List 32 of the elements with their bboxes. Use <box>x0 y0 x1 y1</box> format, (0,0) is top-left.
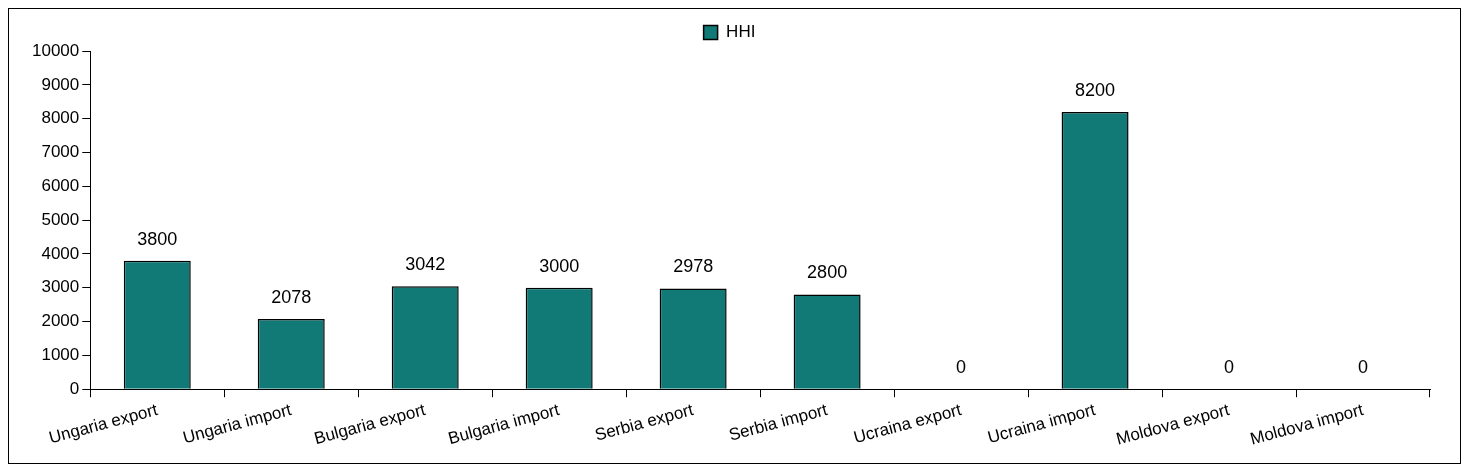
data-label: 2078 <box>271 286 312 307</box>
y-tick-label: 8000 <box>41 108 80 128</box>
data-label: 3000 <box>539 255 580 276</box>
y-tick-label: 2000 <box>41 311 80 331</box>
x-tick-label: Ucraina export <box>851 400 964 448</box>
data-label: 3042 <box>405 254 446 275</box>
x-tick-label: Serbia export <box>592 400 696 445</box>
y-tick-label: 5000 <box>41 209 80 229</box>
y-tick-label: 1000 <box>41 345 80 365</box>
y-tick-label: 9000 <box>41 74 80 94</box>
y-tick-label: 6000 <box>41 175 80 195</box>
y-tick-label: 3000 <box>41 277 80 297</box>
y-tick-label: 10000 <box>31 40 80 60</box>
legend-label: HHI <box>726 22 756 42</box>
x-tick-label: Ucraina import <box>985 400 1098 448</box>
data-label: 3800 <box>137 228 178 249</box>
x-tick-label: Bulgaria export <box>312 400 428 449</box>
data-label: 0 <box>1224 357 1235 378</box>
y-tick-label: 7000 <box>41 142 80 162</box>
data-label: 0 <box>1358 357 1369 378</box>
x-tick-label: Moldova export <box>1114 400 1232 449</box>
y-tick-label: 0 <box>69 378 80 398</box>
x-tick-label: Ungaria export <box>46 400 160 448</box>
x-tick-label: Serbia import <box>726 400 830 445</box>
y-tick-label: 4000 <box>41 243 80 263</box>
x-tick-label: Moldova import <box>1248 400 1366 449</box>
x-tick-label: Ungaria import <box>180 400 294 448</box>
data-label: 2800 <box>807 262 848 283</box>
x-tick-label: Bulgaria import <box>446 400 562 449</box>
data-label: 0 <box>956 357 967 378</box>
data-label: 2978 <box>673 256 714 277</box>
data-label: 8200 <box>1075 79 1116 100</box>
